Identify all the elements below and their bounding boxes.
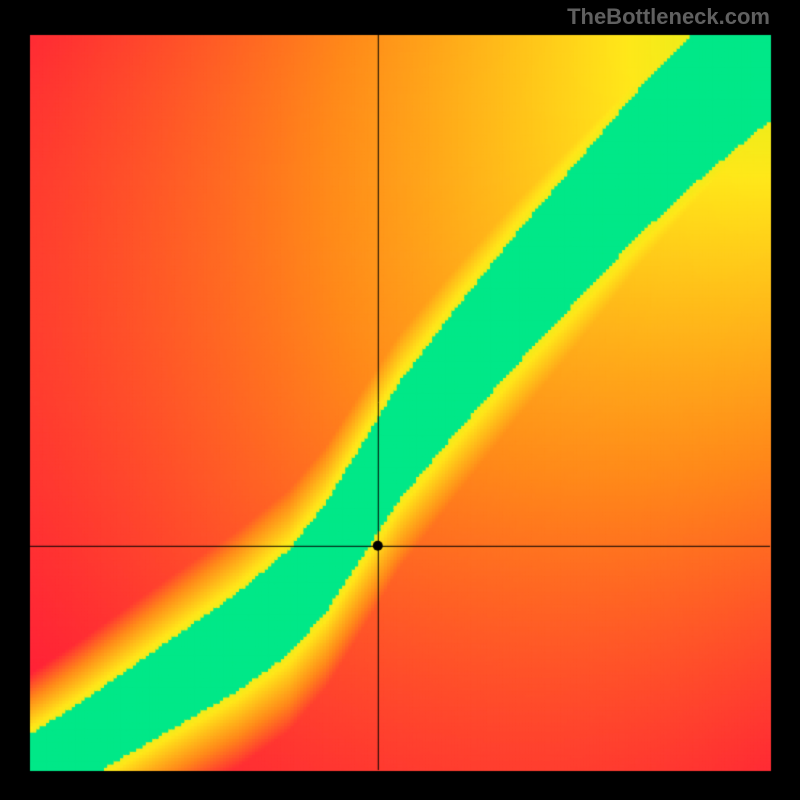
figure-container: TheBottleneck.com [0, 0, 800, 800]
watermark-text: TheBottleneck.com [567, 4, 770, 30]
heatmap-canvas [0, 0, 800, 800]
